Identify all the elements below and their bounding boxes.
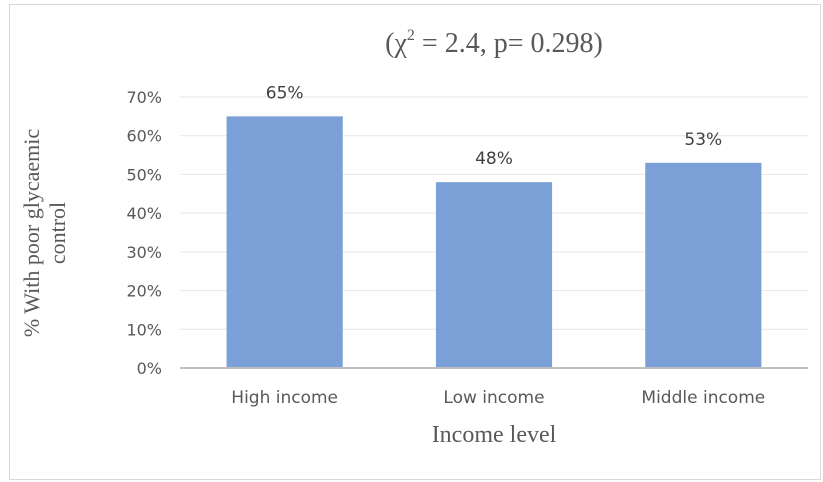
y-tick-label: 60% — [126, 127, 162, 146]
bar — [226, 116, 343, 368]
chart-title: (χ2 = 2.4, p= 0.298) — [385, 26, 603, 59]
y-tick-label: 70% — [126, 88, 162, 107]
data-label: 48% — [475, 149, 513, 169]
data-label: 65% — [266, 83, 304, 103]
x-axis-title: Income level — [431, 422, 557, 448]
bar — [645, 162, 762, 368]
y-tick-label: 10% — [126, 320, 162, 339]
x-tick-label: Low income — [443, 388, 544, 408]
data-label: 53% — [684, 130, 722, 150]
y-tick-label: 0% — [137, 359, 162, 378]
bar — [435, 182, 553, 368]
data-labels: 65% 48% 53% — [266, 83, 722, 169]
y-tick-label: 50% — [126, 165, 162, 184]
x-tick-labels: High income Low income Middle income — [231, 388, 765, 408]
y-tick-label: 40% — [126, 204, 162, 223]
y-tick-labels: 0% 10% 20% 30% 40% 50% 60% 70% — [126, 88, 162, 378]
bars — [226, 116, 762, 368]
y-tick-label: 30% — [126, 243, 162, 262]
x-tick-label: Middle income — [641, 388, 765, 408]
y-tick-label: 20% — [126, 282, 162, 301]
x-tick-label: High income — [231, 388, 338, 408]
